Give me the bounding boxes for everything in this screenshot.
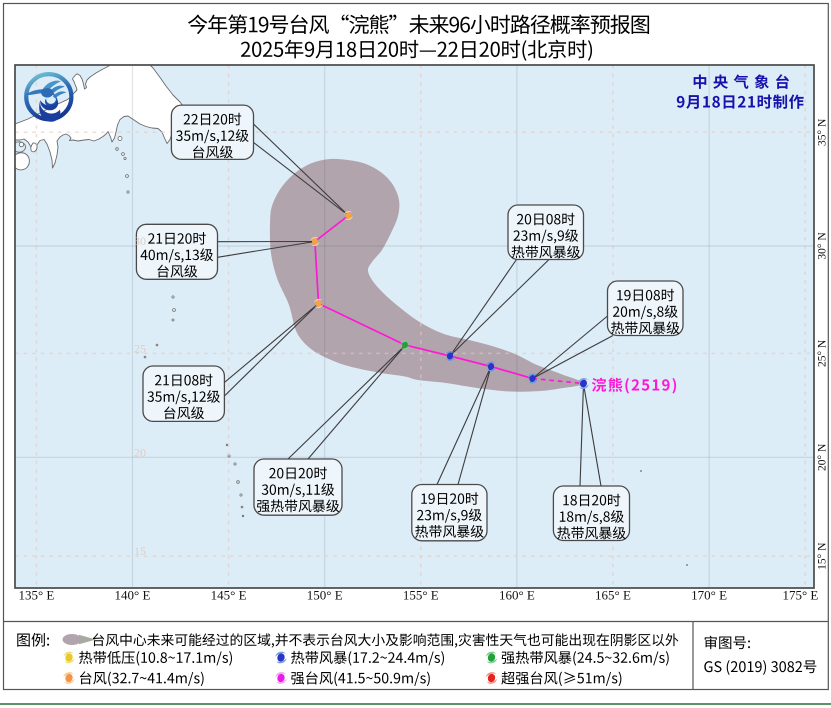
svg-text:140° E: 140° E — [115, 588, 151, 603]
svg-text:25: 25 — [134, 341, 146, 355]
svg-text:35° N: 35° N — [817, 118, 829, 146]
svg-text:30° N: 30° N — [817, 232, 829, 260]
svg-text:155° E: 155° E — [403, 588, 439, 603]
svg-text:25° N: 25° N — [817, 339, 829, 367]
svg-text:175° E: 175° E — [782, 588, 818, 603]
svg-text:15° N: 15° N — [817, 542, 829, 570]
svg-text:20: 20 — [134, 445, 146, 459]
svg-text:30: 30 — [134, 234, 146, 248]
svg-text:15: 15 — [134, 544, 146, 558]
svg-text:170° E: 170° E — [691, 588, 727, 603]
svg-text:165° E: 165° E — [595, 588, 631, 603]
svg-text:20° N: 20° N — [817, 443, 829, 471]
svg-text:160° E: 160° E — [499, 588, 535, 603]
svg-text:145° E: 145° E — [211, 588, 247, 603]
svg-text:150° E: 150° E — [307, 588, 343, 603]
svg-text:135° E: 135° E — [18, 588, 54, 603]
